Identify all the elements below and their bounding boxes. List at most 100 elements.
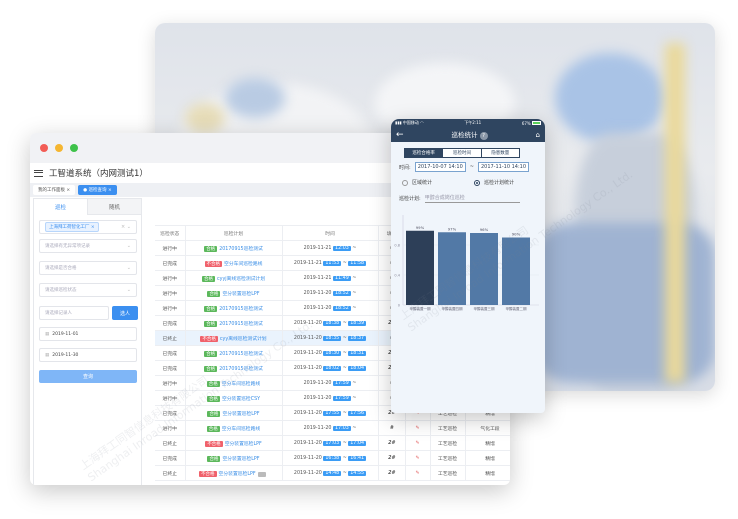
- plan-link[interactable]: 空分车间巡检路线: [221, 426, 261, 432]
- table-row[interactable]: 已终止 不合格 空分装置巡检LPF 2019-11-20 17:03 ~ 17:04 2…: [155, 435, 510, 451]
- end-time-chip: 18:04: [348, 365, 367, 371]
- plan-link[interactable]: 空分装置巡检LPF: [222, 291, 260, 297]
- plan-link[interactable]: 20170915巡检测试: [219, 366, 263, 372]
- status-cell: 进行中: [155, 285, 186, 301]
- start-time-chip: 16:38: [323, 455, 342, 461]
- bar: [502, 237, 530, 305]
- abnormal-select[interactable]: 请选择有无异常项记录 ⌄: [39, 239, 137, 253]
- back-arrow-icon[interactable]: ←: [396, 129, 404, 140]
- status-cell: 已完成: [155, 450, 186, 466]
- close-window-button[interactable]: [40, 144, 48, 152]
- edit-pen-icon[interactable]: ✎: [415, 440, 420, 446]
- edit-cell[interactable]: ✎: [405, 435, 431, 451]
- menu-icon[interactable]: [34, 169, 43, 177]
- segment-hazard-count[interactable]: 隐患数量: [481, 149, 519, 157]
- nav-bar: ← 巡检统计 ? ⌂: [391, 127, 545, 142]
- date-to-field[interactable]: 2017-11-10 14:10: [477, 162, 530, 172]
- radio-icon: [402, 179, 408, 186]
- status-select[interactable]: 请选择巡检状态 ⌄: [39, 283, 137, 297]
- edit-cell[interactable]: ✎: [405, 450, 431, 466]
- radio-area-stat[interactable]: 区域统计: [402, 179, 432, 186]
- status-cell: 进行中: [155, 300, 186, 316]
- start-time-chip: 12:03: [333, 245, 351, 251]
- edit-cell[interactable]: ✎: [405, 420, 431, 436]
- plan-cell: 合格 空分装置巡检LPF: [185, 405, 283, 421]
- plan-cell: 不合格 cyy离线巡检测试计划: [185, 330, 283, 346]
- tab-workspace[interactable]: 我的工作面板 ×: [33, 185, 76, 195]
- edit-pen-icon[interactable]: ✎: [415, 470, 420, 476]
- plan-cell: 合格 cyyj离线巡检测试计划: [185, 270, 283, 286]
- tab-random[interactable]: 随机: [87, 199, 141, 215]
- plan-link[interactable]: 空分装置巡检LPF: [222, 411, 260, 417]
- qualified-select[interactable]: 请选择是否合格 ⌄: [39, 261, 137, 275]
- status-cell: 进行中: [155, 390, 186, 406]
- result-badge: 合格: [201, 275, 215, 282]
- bar: [470, 233, 498, 305]
- plan-link[interactable]: 空分装置巡检LPF: [224, 441, 262, 447]
- plan-link[interactable]: 空分车间巡检路线: [224, 261, 263, 267]
- status-cell: 进行中: [155, 375, 186, 391]
- tab-inspection[interactable]: 巡检: [54, 205, 66, 211]
- table-row[interactable]: 进行中 合格 空分车间巡检路线 2019-11-20 17:03 ~ # ✎ 工艺巡检 气化…: [155, 420, 510, 436]
- plan-link[interactable]: 空分装置巡检LPF: [222, 456, 260, 462]
- end-time-chip: 16:41: [348, 455, 367, 461]
- tab-inspection-query[interactable]: ● 巡检查询 ×: [78, 185, 117, 195]
- plan-input[interactable]: 甲醇合成岗位巡检: [424, 194, 520, 203]
- plan-link[interactable]: 20170915巡检测试: [219, 306, 263, 312]
- time-cell: 2019-11-20 18:02 ~ 18:04: [282, 360, 379, 376]
- table-row[interactable]: 已完成 合格 空分装置巡检LPF 2019-11-20 16:38 ~ 16:41 2#…: [155, 450, 510, 466]
- plant-select[interactable]: 上海拜工荷智化工厂 × × ⌄: [39, 220, 137, 234]
- date-from-input[interactable]: ▦ 2019-11-01: [39, 327, 137, 341]
- result-badge: 合格: [204, 320, 218, 327]
- area-cell: 精馏: [465, 435, 510, 451]
- filter-panel: 巡检 随机 上海拜工荷智化工厂 × × ⌄ 请选择有无异常项记录 ⌄ 请选择是否合…: [33, 198, 142, 485]
- recorder-input[interactable]: 请选择记录人: [39, 306, 109, 320]
- plan-link[interactable]: 20170915巡检测试: [219, 321, 263, 327]
- end-time-chip: 17:56: [348, 410, 367, 416]
- minimize-window-button[interactable]: [55, 144, 63, 152]
- plan-cell: 合格 20170915巡检测试: [185, 360, 283, 376]
- date-from-field[interactable]: 2017-10-07 14:10: [414, 162, 466, 172]
- time-cell: 2019-11-21 11:53 ~ 11:58: [282, 255, 379, 271]
- plan-link[interactable]: 空分车间巡检路线: [221, 381, 261, 387]
- type-cell: 工艺巡检: [430, 435, 466, 451]
- start-time-chip: 17:59: [333, 380, 351, 386]
- plan-link[interactable]: cyyj离线巡检测试计划: [216, 276, 266, 282]
- date-to-input[interactable]: ▦ 2019-11-30: [39, 348, 137, 362]
- edit-cell[interactable]: ✎: [405, 465, 431, 481]
- time-cell: 2019-11-20 16:38 ~ 16:41: [282, 450, 379, 466]
- pick-person-button[interactable]: 选人: [112, 306, 138, 320]
- table-row[interactable]: 已终止 不合格 空分装置巡检LPF 2019-11-20 14:48 ~ 14:55…: [155, 465, 510, 481]
- status-cell: 进行中: [155, 240, 186, 256]
- plan-link[interactable]: 20170915巡检测试: [219, 351, 263, 357]
- status-cell: 已终止: [155, 465, 186, 481]
- plan-link[interactable]: 20170915巡检测试: [219, 246, 263, 252]
- plan-row: 巡检计划: 甲醇合成岗位巡检: [399, 194, 520, 203]
- home-icon[interactable]: ⌂: [535, 130, 540, 139]
- segment-inspection-time[interactable]: 巡检时间: [443, 149, 482, 157]
- time-cell: 2019-11-20 18:35 ~ 18:37: [282, 330, 379, 346]
- edit-pen-icon[interactable]: ✎: [415, 455, 420, 461]
- result-badge: 合格: [204, 305, 218, 312]
- help-icon[interactable]: ?: [479, 132, 488, 140]
- edit-pen-icon[interactable]: ✎: [415, 425, 420, 431]
- plan-link[interactable]: 空分装置巡检CSY: [221, 396, 261, 402]
- segment-pass-rate[interactable]: 巡检合格率: [405, 149, 444, 157]
- time-range-row: 时间: 2017-10-07 14:10 ~ 2017-11-10 14:10: [399, 162, 530, 172]
- edit-pen-icon[interactable]: ✎: [415, 410, 420, 416]
- start-time-chip: 14:48: [323, 470, 342, 476]
- status-cell: 已完成: [155, 360, 186, 376]
- time-cell: 2019-11-20 18:52 ~: [282, 300, 379, 316]
- maximize-window-button[interactable]: [70, 144, 78, 152]
- time-cell: 2019-11-20 18:30 ~ 18:31: [282, 345, 379, 361]
- query-button[interactable]: 查询: [39, 370, 137, 383]
- plan-link[interactable]: 空分装置巡检LPF: [218, 471, 256, 477]
- plan-link[interactable]: cyy离线巡检测试计划: [219, 336, 267, 342]
- start-time-chip: 18:02: [323, 365, 342, 371]
- stat-segmented-control: 巡检合格率 巡检时间 隐患数量: [404, 148, 520, 158]
- radio-plan-stat[interactable]: 巡检计划统计: [474, 179, 514, 186]
- status-cell: 已完成: [155, 345, 186, 361]
- result-badge: 合格: [204, 245, 218, 252]
- plan-cell: 合格 空分车间巡检路线: [185, 420, 283, 436]
- result-badge: 合格: [206, 395, 220, 402]
